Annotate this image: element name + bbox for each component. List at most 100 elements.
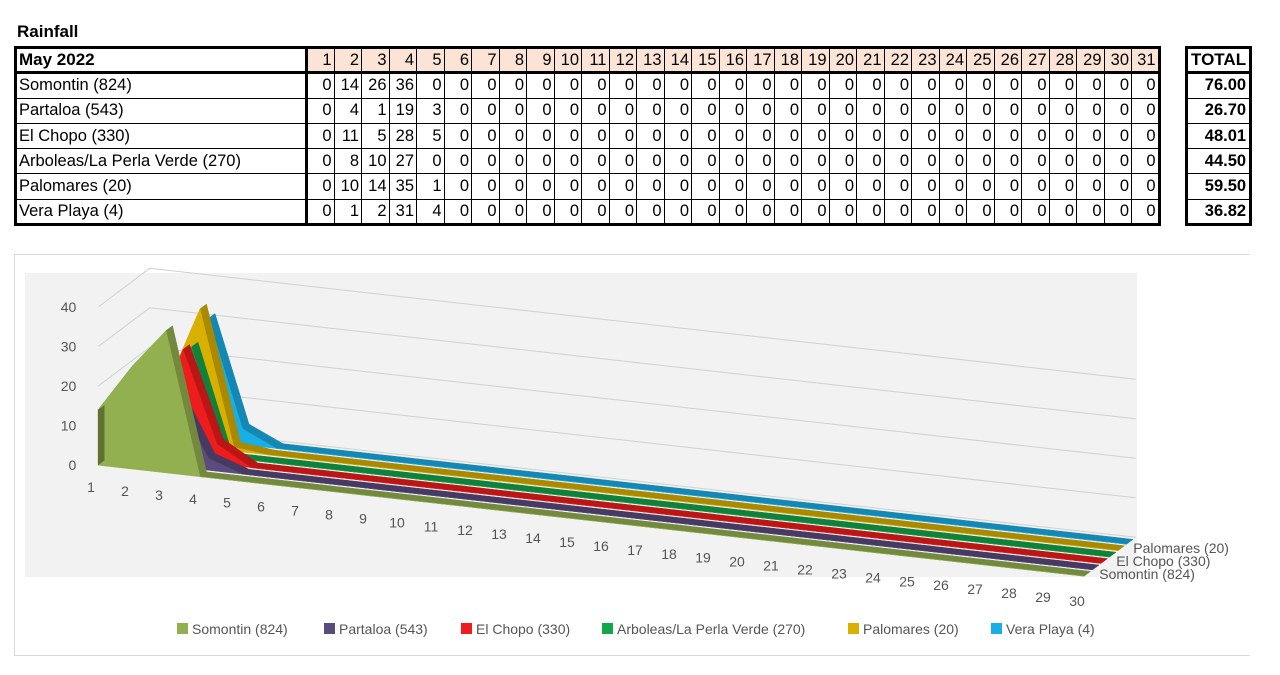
x-tick-label: 22 [797,561,813,577]
series-5 [139,312,1134,545]
x-tick-label: 28 [1001,585,1017,601]
rain-cell: 0 [443,72,472,99]
legend-swatch [602,623,613,634]
rain-cell: 0 [1131,122,1161,150]
rain-cell: 0 [883,173,912,200]
rain-cell: 10 [333,173,362,200]
station-name: Somontin (824) [15,72,308,99]
rain-cell: 0 [553,148,582,175]
rain-cell: 0 [1103,148,1132,175]
rain-cell: 14 [333,72,362,99]
rain-cell: 27 [388,148,417,175]
rain-cell: 0 [471,122,500,150]
legend-swatch [991,623,1002,634]
rain-cell: 3 [416,97,445,124]
rain-cell: 0 [306,72,335,99]
y-tick-label: 0 [68,457,76,473]
day-header: 5 [416,46,445,75]
total-row: 36.82 [1185,198,1252,226]
station-name: Vera Playa (4) [15,198,308,226]
rain-cell: 0 [443,122,472,150]
rain-cell: 0 [718,148,747,175]
x-tick-label: 11 [424,518,439,534]
station-name: Arboleas/La Perla Verde (270) [15,148,308,175]
x-tick-label: 1 [87,479,95,495]
day-header: 28 [1048,46,1077,75]
rain-cell: 0 [801,72,830,99]
rain-cell: 0 [1076,72,1105,99]
rain-cell: 0 [993,97,1022,124]
rain-cell: 35 [388,173,417,200]
rain-cell: 0 [498,72,527,99]
rain-cell: 0 [856,122,885,150]
rain-cell: 0 [443,173,472,200]
rain-cell: 0 [636,148,665,175]
series-axis-label: Somontin (824) [1099,566,1195,582]
rain-cell: 0 [471,198,500,226]
rain-cell: 0 [581,97,610,124]
rain-cell: 0 [801,173,830,200]
rain-cell: 0 [1048,173,1077,200]
rain-cell: 0 [636,198,665,226]
rain-cell: 0 [966,198,995,226]
y-tick-label: 40 [61,299,77,315]
rain-cell: 0 [1021,97,1050,124]
rain-cell: 0 [911,148,940,175]
rain-cell: 0 [1103,72,1132,99]
rain-cell: 0 [1131,97,1161,124]
rain-cell: 0 [1131,173,1161,200]
rain-cell: 8 [333,148,362,175]
rain-cell: 0 [498,97,527,124]
rainfall-table: May 2022 1 2 3 4 5 6 7 8 9 10 11 12 13 14 15 16 17 18 19 20 2… [14,46,1161,227]
rain-cell: 0 [856,72,885,99]
day-header: 20 [828,46,857,75]
rain-cell: 0 [938,173,967,200]
legend-swatch [848,623,859,634]
rain-cell: 0 [938,122,967,150]
x-tick-label: 10 [389,514,405,530]
day-header: 17 [746,46,775,75]
rain-cell: 0 [636,122,665,150]
table-row: Palomares (20) 0 10 14 35 1 0 0 0 0 0 0 0 0 0 0 0 0 0 0 0 0 0 0… [15,173,1161,200]
rain-cell: 0 [966,148,995,175]
rain-cell: 0 [773,198,802,226]
rain-cell: 5 [361,122,390,150]
x-tick-label: 14 [525,530,541,546]
day-header: 16 [718,46,747,75]
rain-cell: 0 [1048,122,1077,150]
rain-cell: 0 [581,173,610,200]
rain-cell: 0 [636,97,665,124]
rain-cell: 0 [856,173,885,200]
y-tick-label: 30 [61,339,77,355]
rain-cell: 0 [526,122,555,150]
rain-cell: 0 [1021,173,1050,200]
rain-cell: 0 [1076,97,1105,124]
rain-cell: 0 [718,72,747,99]
rain-cell: 0 [938,97,967,124]
day-header: 7 [471,46,500,75]
rain-cell: 0 [553,72,582,99]
rain-cell: 0 [856,198,885,226]
rain-cell: 0 [636,173,665,200]
rain-cell: 0 [883,97,912,124]
area-front-face [131,308,1119,551]
rain-cell: 0 [1103,97,1132,124]
rain-cell: 0 [306,97,335,124]
total-header: TOTAL [1185,46,1252,75]
rain-cell: 0 [828,122,857,150]
day-header: 29 [1076,46,1105,75]
day-header: 30 [1103,46,1132,75]
rain-cell: 0 [663,173,692,200]
rain-cell: 1 [361,97,390,124]
rain-cell: 5 [416,122,445,150]
rain-cell: 0 [498,173,527,200]
rain-cell: 0 [993,198,1022,226]
rain-cell: 0 [581,122,610,150]
page-title: Rainfall [17,22,79,41]
x-tick-label: 20 [729,554,745,570]
rain-cell: 0 [801,97,830,124]
rain-cell: 0 [993,122,1022,150]
rain-cell: 0 [911,198,940,226]
rain-cell: 0 [883,122,912,150]
area-front-face [97,330,1085,577]
